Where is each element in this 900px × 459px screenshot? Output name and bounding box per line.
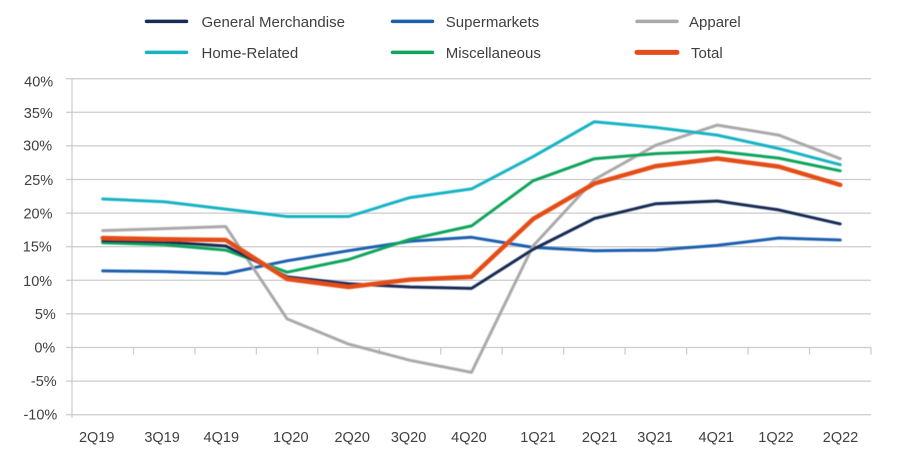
svg-text:10%: 10% xyxy=(23,274,52,290)
svg-text:40%: 40% xyxy=(24,75,53,91)
svg-text:1Q22: 1Q22 xyxy=(758,430,793,446)
svg-text:15%: 15% xyxy=(23,239,52,255)
svg-text:4Q21: 4Q21 xyxy=(699,430,734,446)
svg-text:Miscellaneous: Miscellaneous xyxy=(446,45,541,62)
svg-text:20%: 20% xyxy=(23,207,52,223)
svg-text:1Q21: 1Q21 xyxy=(520,430,555,446)
svg-text:30%: 30% xyxy=(23,139,52,155)
svg-text:-5%: -5% xyxy=(31,374,57,390)
svg-text:2Q21: 2Q21 xyxy=(582,430,617,446)
svg-text:General Merchandise: General Merchandise xyxy=(202,14,345,31)
svg-text:5%: 5% xyxy=(35,307,56,323)
svg-text:Total: Total xyxy=(691,45,723,62)
svg-text:-10%: -10% xyxy=(23,407,57,423)
svg-text:3Q21: 3Q21 xyxy=(637,430,672,446)
svg-text:Apparel: Apparel xyxy=(689,14,741,31)
svg-text:2Q20: 2Q20 xyxy=(334,430,369,446)
svg-text:2Q19: 2Q19 xyxy=(79,430,114,446)
svg-text:4Q19: 4Q19 xyxy=(204,430,239,446)
svg-text:Home-Related: Home-Related xyxy=(202,45,299,62)
svg-text:35%: 35% xyxy=(24,106,53,122)
svg-text:0%: 0% xyxy=(34,341,55,357)
svg-text:4Q20: 4Q20 xyxy=(451,430,486,446)
svg-text:3Q20: 3Q20 xyxy=(391,430,426,446)
svg-text:1Q20: 1Q20 xyxy=(273,430,308,446)
svg-text:25%: 25% xyxy=(24,173,53,189)
svg-text:3Q19: 3Q19 xyxy=(144,430,179,446)
svg-text:Supermarkets: Supermarkets xyxy=(446,14,539,31)
svg-text:2Q22: 2Q22 xyxy=(823,430,858,446)
